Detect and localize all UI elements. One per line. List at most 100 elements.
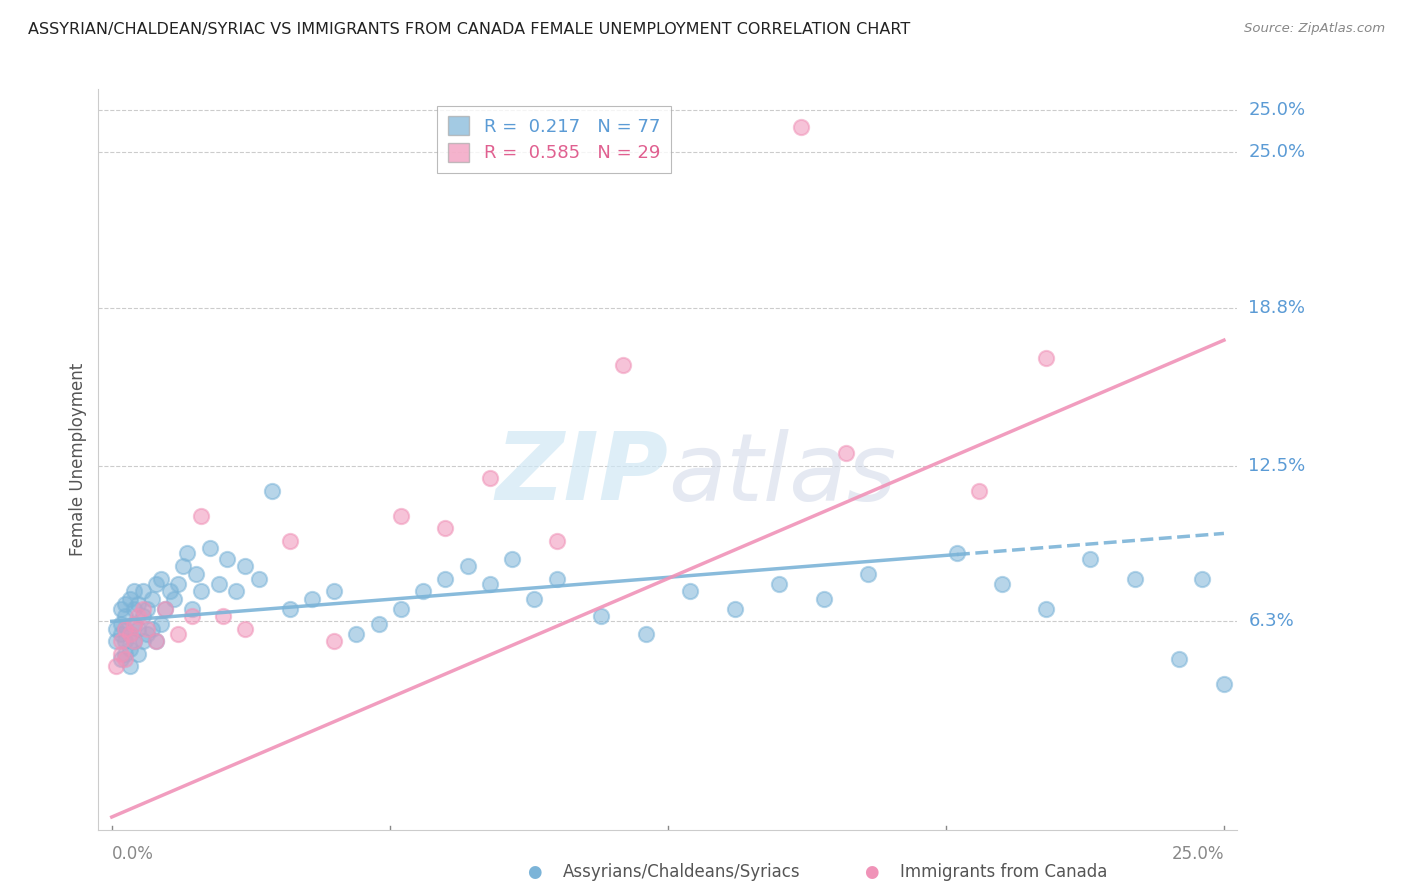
Point (114, 609, 136, 624)
Y-axis label: Female Unemployment: Female Unemployment (69, 363, 87, 556)
Point (145, 634, 167, 648)
Point (118, 641, 141, 656)
Point (367, 616, 389, 631)
Text: ●: ● (865, 863, 879, 881)
Text: ZIP: ZIP (495, 428, 668, 520)
Point (122, 616, 145, 631)
Point (412, 584, 434, 599)
Point (1213, 677, 1236, 691)
Point (132, 601, 155, 615)
Point (1168, 652, 1191, 666)
Point (176, 547, 198, 561)
Point (1123, 572, 1146, 586)
Point (180, 609, 202, 624)
Point (127, 609, 149, 624)
Point (768, 576, 790, 591)
Point (207, 576, 229, 591)
Point (523, 591, 546, 606)
Point (114, 652, 136, 666)
Point (153, 601, 176, 615)
Point (122, 616, 145, 631)
Point (127, 597, 149, 611)
Point (679, 584, 702, 599)
Point (1035, 601, 1057, 615)
Point (990, 576, 1012, 591)
Point (122, 601, 145, 615)
Point (233, 622, 256, 636)
Point (389, 601, 412, 615)
Point (172, 559, 194, 574)
Text: atlas: atlas (668, 429, 896, 520)
Point (167, 576, 190, 591)
Point (389, 508, 412, 523)
Point (122, 634, 145, 648)
Point (149, 572, 172, 586)
Text: 25.0%: 25.0% (1171, 845, 1225, 863)
Point (167, 627, 190, 641)
Point (186, 566, 208, 581)
Text: Assyrians/Chaldeans/Syriacs: Assyrians/Chaldeans/Syriacs (562, 863, 800, 881)
Point (114, 647, 136, 661)
Point (180, 601, 202, 615)
Point (114, 597, 136, 611)
Point (1080, 551, 1102, 566)
Point (260, 483, 283, 498)
Point (723, 601, 745, 615)
Text: 6.3%: 6.3% (1249, 612, 1294, 631)
Point (835, 446, 858, 460)
Point (434, 521, 457, 535)
Point (198, 541, 221, 556)
Point (136, 627, 159, 641)
Text: ASSYRIAN/CHALDEAN/SYRIAC VS IMMIGRANTS FROM CANADA FEMALE UNEMPLOYMENT CORRELATI: ASSYRIAN/CHALDEAN/SYRIAC VS IMMIGRANTS F… (28, 22, 910, 37)
Point (110, 634, 132, 648)
Text: ●: ● (527, 863, 541, 881)
Point (118, 627, 141, 641)
Text: 0.0%: 0.0% (111, 845, 153, 863)
Point (190, 508, 212, 523)
Legend: R =  0.217   N = 77, R =  0.585   N = 29: R = 0.217 N = 77, R = 0.585 N = 29 (437, 105, 671, 173)
Point (457, 559, 479, 574)
Point (478, 471, 501, 485)
Point (114, 622, 136, 636)
Point (110, 616, 132, 631)
Point (132, 634, 155, 648)
Point (190, 584, 212, 599)
Point (212, 609, 235, 624)
Point (247, 572, 270, 586)
Point (110, 652, 132, 666)
Point (946, 547, 969, 561)
Point (323, 584, 346, 599)
Point (110, 601, 132, 615)
Point (501, 551, 523, 566)
Point (967, 483, 990, 498)
Point (145, 634, 167, 648)
Point (122, 634, 145, 648)
Point (127, 647, 149, 661)
Point (118, 591, 141, 606)
Point (105, 659, 128, 673)
Point (114, 622, 136, 636)
Point (110, 647, 132, 661)
Point (612, 358, 634, 372)
Point (122, 584, 145, 599)
Point (790, 120, 813, 134)
Point (114, 634, 136, 648)
Point (591, 609, 613, 624)
Point (163, 591, 186, 606)
Point (132, 584, 155, 599)
Text: 25.0%: 25.0% (1249, 101, 1306, 119)
Text: 12.5%: 12.5% (1249, 457, 1306, 475)
Point (478, 576, 501, 591)
Point (149, 616, 172, 631)
Point (278, 601, 301, 615)
Point (159, 584, 181, 599)
Text: 18.8%: 18.8% (1249, 299, 1305, 317)
Point (856, 566, 879, 581)
Point (278, 533, 301, 548)
Point (1191, 572, 1213, 586)
Point (118, 659, 141, 673)
Point (434, 572, 457, 586)
Point (1035, 351, 1057, 365)
Text: Immigrants from Canada: Immigrants from Canada (900, 863, 1107, 881)
Point (136, 622, 159, 636)
